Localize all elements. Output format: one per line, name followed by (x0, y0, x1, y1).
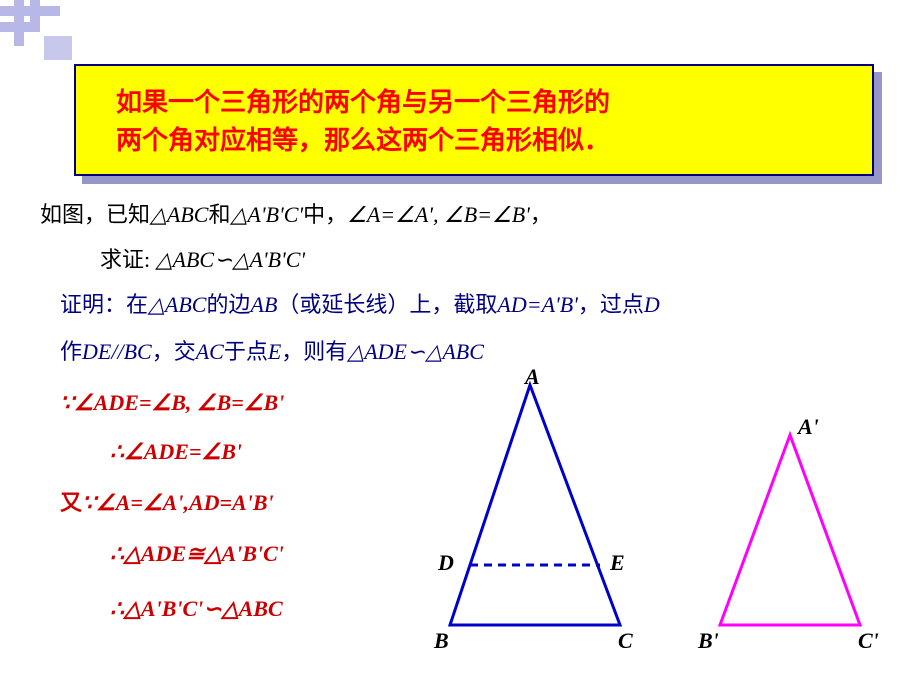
p2c: ，交 (152, 339, 196, 364)
s3: ∵∠A=∠A',AD=A'B' (82, 490, 274, 515)
triangle-abc (450, 385, 620, 625)
label-a: A (525, 364, 540, 390)
given-mid: 中， (303, 202, 347, 227)
p2h: △ADE∽△ABC (347, 339, 484, 364)
label-d: D (438, 550, 454, 576)
p1h: D (644, 292, 660, 317)
label-a-prime: A' (798, 414, 819, 440)
s3pre: 又 (60, 490, 82, 515)
p1e: （或延长线）上，截取 (277, 292, 497, 317)
label-c-prime: C' (858, 628, 879, 654)
given-and: 和 (209, 202, 231, 227)
triangle-aprime (720, 435, 860, 625)
theorem-line1: 如果一个三角形的两个角与另一个三角形的 (116, 84, 832, 122)
prove-line: 求证: △ABC∽△A'B'C' (40, 243, 880, 276)
p2b: DE//BC (82, 339, 152, 364)
p1c: 的边 (207, 292, 251, 317)
label-b: B (434, 628, 449, 654)
diagram-area: A B C D E A' B' C' (420, 370, 900, 670)
p2d: AC (196, 339, 224, 364)
triangles-svg (420, 370, 900, 670)
proof-line1: 证明：在△ABC的边AB（或延长线）上，截取AD=A'B'，过点D (40, 288, 880, 321)
theorem-line2: 两个角对应相等，那么这两个三角形相似． (116, 122, 832, 160)
given-t1: △ABC (150, 202, 208, 227)
p1b: △ABC (148, 292, 206, 317)
p2g: ，则有 (281, 339, 347, 364)
given-prefix: 如图，已知 (40, 202, 150, 227)
p2a: 作 (60, 339, 82, 364)
p1d: AB (251, 292, 278, 317)
given-comma: ， (530, 202, 552, 227)
label-c: C (618, 628, 633, 654)
p1f: AD=A'B' (497, 292, 577, 317)
label-e: E (610, 550, 625, 576)
given-line: 如图，已知△ABC和△A'B'C'中，∠A=∠A', ∠B=∠B'， (40, 198, 880, 231)
theorem-box: 如果一个三角形的两个角与另一个三角形的 两个角对应相等，那么这两个三角形相似． (74, 64, 874, 176)
p1g: ，过点 (578, 292, 644, 317)
prove-label: 求证: (100, 247, 156, 272)
proof-line2: 作DE//BC，交AC于点E，则有△ADE∽△ABC (40, 335, 880, 368)
p2e: 于点 (224, 339, 268, 364)
given-t2: △A'B'C' (231, 202, 304, 227)
corner-decoration (0, 0, 72, 60)
p2f: E (268, 339, 281, 364)
prove-stmt: △ABC∽△A'B'C' (156, 247, 306, 272)
label-b-prime: B' (698, 628, 719, 654)
p1a: 证明：在 (60, 292, 148, 317)
given-angles: ∠A=∠A', ∠B=∠B' (347, 202, 530, 227)
